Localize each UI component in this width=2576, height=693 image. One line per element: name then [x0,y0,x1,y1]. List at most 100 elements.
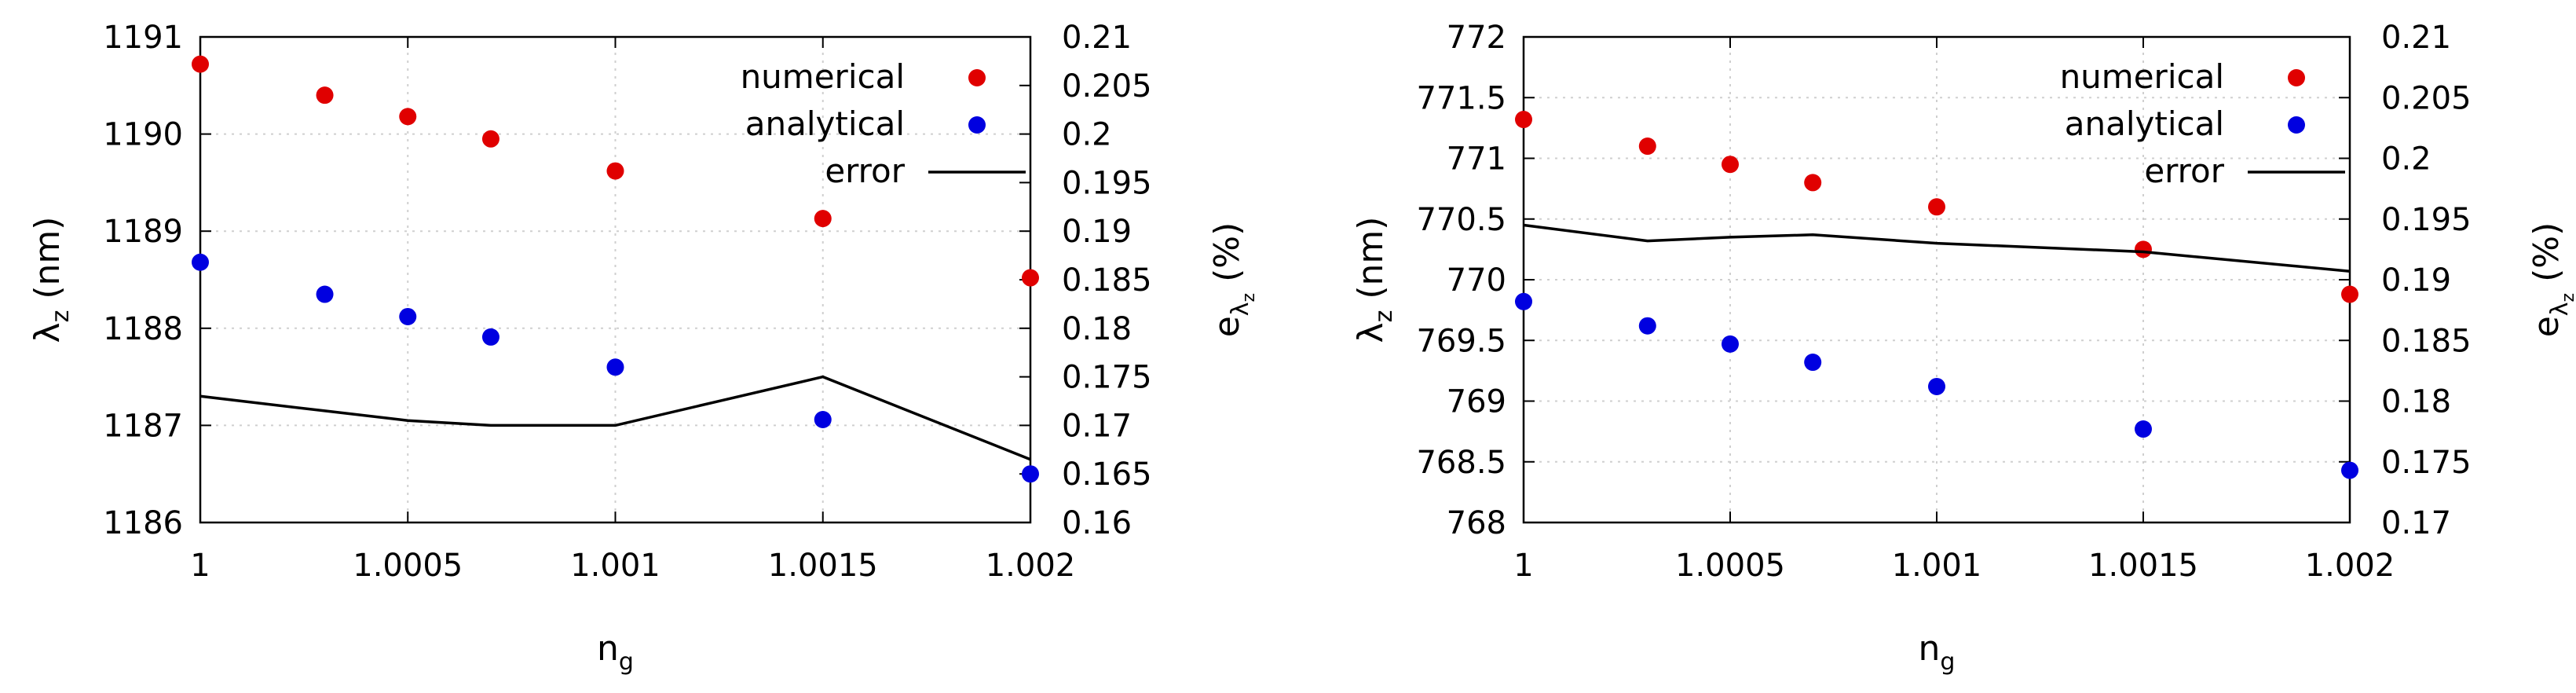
y2-tick-label: 0.17 [1062,408,1132,444]
error-line [1523,223,2351,273]
x-tick-label: 1.0005 [1675,548,1785,584]
y2-tick-label: 0.185 [2381,323,2472,359]
y2-tick-label: 0.185 [1062,262,1152,299]
legend: numerical analytical error [741,57,1026,190]
legend-label: numerical [2060,57,2224,96]
y2-tick-label: 0.195 [1062,165,1152,201]
legend-swatch-point [2288,69,2305,86]
chart-right-svg: 1 1.0005 1.001 1.0015 1.002 768 768.5 769 769.5 7… [1351,20,2576,676]
y2-tick-label: 0.175 [1062,360,1152,396]
y-axis-label: λz (nm) [27,217,75,343]
y-tick-label: 771.5 [1416,80,1506,116]
legend-label: numerical [741,57,905,96]
x-tick-label: 1.0015 [768,548,878,584]
series-analytical [192,253,1039,483]
y-tick-label: 1191 [103,20,183,56]
x-tick-label: 1.0015 [2088,548,2198,584]
y-tick-label: 1189 [103,214,183,250]
y-tick-label: 1187 [103,408,183,444]
analytical-point [814,410,832,428]
x-tick-label: 1 [1513,548,1533,584]
numerical-point [1928,198,1945,216]
x-tick-label: 1.002 [986,548,1076,584]
y2-axis-label: eλz (%) [2527,222,2576,338]
series-analytical [1515,292,2358,479]
series-numerical [192,55,1039,287]
numerical-point [399,108,417,126]
x-axis-label: ng [1919,629,1956,676]
numerical-point [192,55,209,73]
y2-tick-label: 0.19 [2381,262,2451,299]
legend-swatch-point [968,69,986,86]
y2-axis-label: eλz (%) [1207,222,1259,338]
y-tick-label: 768.5 [1416,445,1506,481]
y-tick-label: 769 [1447,384,1506,420]
legend-swatch-point [2288,116,2305,134]
legend: numerical analytical error [2060,57,2345,190]
chart-left-svg: 1 1.0005 1.001 1.0015 1.002 1186 1187 1188 1189 1… [27,20,1259,676]
analytical-point [1638,317,1656,335]
y-tick-label: 1188 [103,311,183,347]
y-tick-label: 769.5 [1416,323,1506,359]
y2-tick-label: 0.21 [2381,20,2451,56]
y-tick-label: 1190 [103,117,183,153]
y2-tick-label: 0.165 [1062,456,1152,493]
analytical-point [1022,465,1039,483]
y2-tick-label: 0.205 [1062,68,1152,104]
analytical-point [1804,354,1822,372]
numerical-point [606,162,624,180]
analytical-point [606,358,624,376]
legend-swatch-point [968,116,986,134]
plot-frame [1522,35,2351,524]
analytical-point [2341,461,2358,479]
y-tick-label: 772 [1447,20,1506,56]
y2-tick-label: 0.2 [1062,117,1112,153]
x-tick-label: 1.001 [570,548,660,584]
y-tick-label: 770.5 [1416,202,1506,238]
analytical-point [192,253,209,271]
numerical-point [2135,240,2152,258]
axes [1522,35,2351,524]
y2-tick-label: 0.18 [2381,384,2451,420]
numerical-point [316,86,334,104]
numerical-point [1722,156,1739,174]
legend-label: analytical [745,104,905,143]
series-numerical [1515,111,2358,303]
error-line [199,375,1031,461]
grid-lines [200,37,1030,522]
chart-right: 1 1.0005 1.001 1.0015 1.002 768 768.5 769 769.5 7… [1288,0,2576,690]
x-axis-label: ng [597,629,634,676]
numerical-point [1638,138,1656,156]
analytical-point [399,307,417,325]
y-axis-label: λz (nm) [1351,217,1398,343]
series-error [199,375,1031,461]
y-tick-label: 771 [1447,141,1506,178]
numerical-point [1022,269,1039,287]
x-tick-label: 1.0005 [353,548,463,584]
y-tick-label: 770 [1447,262,1506,299]
chart-left: 1 1.0005 1.001 1.0015 1.002 1186 1187 1188 1189 1… [0,0,1288,690]
series-error [1523,223,2351,273]
x-tick-label: 1.002 [2305,548,2395,584]
analytical-point [2135,420,2152,438]
y2-tick-label: 0.2 [2381,141,2431,178]
y2-tick-label: 0.16 [1062,505,1132,541]
legend-label: error [825,152,905,190]
analytical-point [1515,292,1532,310]
y2-tick-label: 0.175 [2381,445,2472,481]
y2-tick-label: 0.19 [1062,214,1132,250]
legend-label: analytical [2065,104,2224,143]
y2-tick-label: 0.21 [1062,20,1132,56]
x-tick-label: 1.001 [1892,548,1982,584]
numerical-point [1515,111,1532,129]
numerical-point [2341,285,2358,303]
analytical-point [1928,377,1945,395]
y2-tick-label: 0.205 [2381,80,2472,116]
numerical-point [1804,174,1822,192]
analytical-point [481,328,499,346]
x-tick-label: 1 [190,548,210,584]
y-tick-label: 1186 [103,505,183,541]
numerical-point [481,130,499,148]
y-tick-label: 768 [1447,505,1506,541]
legend-label: error [2144,152,2224,190]
